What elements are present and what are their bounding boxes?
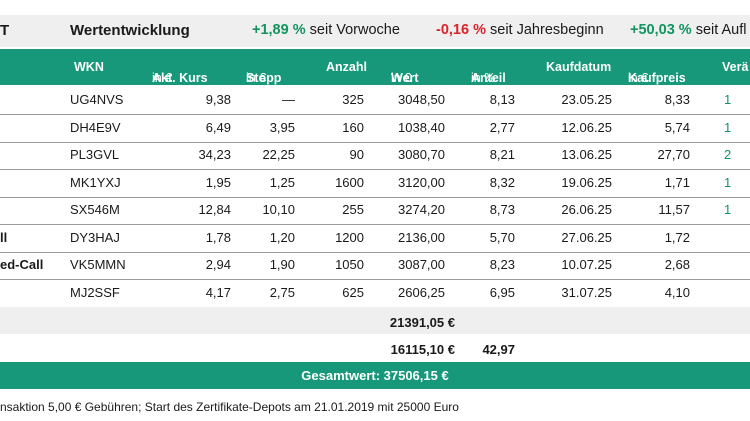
cell-preis: 8,33 xyxy=(664,92,690,107)
total-value: Gesamtwert: 37506,15 € xyxy=(301,368,449,383)
cell-wert: 1038,40 xyxy=(398,119,445,135)
cell-stopp: 1,90 xyxy=(269,257,295,272)
cell-anteil: 6,95 xyxy=(489,284,515,300)
cell-kurs: 9,38 xyxy=(205,92,231,107)
cell-anzahl: 1050 xyxy=(335,257,364,272)
cell-wkn: MK1YXJ xyxy=(70,174,121,190)
cell-anteil: 5,70 xyxy=(489,229,515,245)
footnote: nsaktion 5,00 € Gebühren; Start des Zert… xyxy=(0,400,459,414)
cell-datum: 10.07.25 xyxy=(561,257,612,272)
table-row: MK1YXJ 1,95 1,25 1600 3120,00 8,32 19.06.25 1,7… xyxy=(0,167,750,198)
cell-datum: 12.06.25 xyxy=(561,119,612,135)
cell-preis: 2,68 xyxy=(664,257,690,272)
cell-wert: 3087,00 xyxy=(398,257,445,272)
cell-anteil: 8,21 xyxy=(489,147,515,162)
cell-chg: 1 xyxy=(724,202,732,217)
cell-datum: 13.06.25 xyxy=(561,147,612,162)
performance-title: Wertentwicklung xyxy=(70,22,190,39)
cell-wkn: UG4NVS xyxy=(70,92,124,107)
cell-wkn: DH4E9V xyxy=(70,119,121,135)
cell-anteil: 2,77 xyxy=(489,119,515,135)
cell-stopp: 10,10 xyxy=(262,202,295,217)
cell-anteil: 8,73 xyxy=(489,202,515,217)
cell-wert: 3120,00 xyxy=(398,174,445,190)
cell-wkn: PL3GVL xyxy=(70,147,120,162)
cell-wert: 3274,20 xyxy=(398,202,445,217)
cell-wkn: DY3HAJ xyxy=(70,229,120,245)
table-row: SX546M 12,84 10,10 255 3274,20 8,73 26.06.25 11… xyxy=(0,194,750,225)
cell-anteil: 8,23 xyxy=(489,257,515,272)
cell-chg: 1 xyxy=(724,174,732,190)
table-header: WKN Akt. Kurs in € Stopp in € Anzahl Wer… xyxy=(0,49,750,85)
depot-title-fragment: T xyxy=(0,22,10,39)
cell-preis: 5,74 xyxy=(664,119,690,135)
perf-ytd: -0,16 % seit Jahresbeginn xyxy=(436,22,604,38)
cell-anzahl: 1600 xyxy=(335,174,364,190)
cell-chg: 2 xyxy=(724,147,732,162)
table-row: DH4E9V 6,49 3,95 160 1038,40 2,77 12.06.25 5,74… xyxy=(0,112,750,143)
cell-kurs: 1,78 xyxy=(205,229,231,245)
cell-anzahl: 325 xyxy=(342,92,364,107)
cell-wkn: VK5MMN xyxy=(70,257,126,272)
cell-anzahl: 625 xyxy=(342,284,364,300)
col-kaufdatum: Kaufdatum xyxy=(546,60,612,74)
cell-kurs: 34,23 xyxy=(198,147,231,162)
cell-datum: 23.05.25 xyxy=(561,92,612,107)
cell-wkn: MJ2SSF xyxy=(70,284,120,300)
cell-kurs: 12,84 xyxy=(198,202,231,217)
cell-datum: 31.07.25 xyxy=(561,284,612,300)
cell-stopp: 1,20 xyxy=(269,229,295,245)
cell-wert: 3080,70 xyxy=(398,147,445,162)
perf-inception: +50,03 % seit Aufl xyxy=(630,22,747,38)
cell-kurs: 2,94 xyxy=(205,257,231,272)
cell-datum: 27.06.25 xyxy=(561,229,612,245)
performance-bar: T Wertentwicklung +1,89 % seit Vorwoche … xyxy=(0,15,750,47)
cell-preis: 27,70 xyxy=(657,147,690,162)
cell-stopp: 22,25 xyxy=(262,147,295,162)
table-row: ll DY3HAJ 1,78 1,20 1200 2136,00 5,70 27.06.25 1… xyxy=(0,222,750,253)
cell-stopp: 3,95 xyxy=(269,119,295,135)
total-bar: Gesamtwert: 37506,15 € xyxy=(0,362,750,389)
cell-stopp: 2,75 xyxy=(269,284,295,300)
cell-preis: 1,72 xyxy=(664,229,690,245)
perf-week: +1,89 % seit Vorwoche xyxy=(252,22,400,38)
wert-sum: 21391,05 € xyxy=(389,315,455,330)
cell-anzahl: 255 xyxy=(342,202,364,217)
cash-value: 16115,10 € xyxy=(390,342,455,357)
cell-name: ll xyxy=(0,229,8,245)
cell-wkn: SX546M xyxy=(70,202,120,217)
cell-wert: 2136,00 xyxy=(398,229,445,245)
table-row: UG4NVS 9,38 — 325 3048,50 8,13 23.05.25 8,33 1 xyxy=(0,84,750,115)
cell-wert: 2606,25 xyxy=(398,284,445,300)
cell-kurs: 6,49 xyxy=(205,119,231,135)
cell-preis: 4,10 xyxy=(664,284,690,300)
cell-preis: 1,71 xyxy=(664,174,690,190)
cell-stopp: — xyxy=(282,92,295,107)
cell-chg: 1 xyxy=(724,119,732,135)
cell-kurs: 4,17 xyxy=(205,284,231,300)
cell-anteil: 8,32 xyxy=(489,174,515,190)
cell-anzahl: 1200 xyxy=(335,229,364,245)
col-veraenderung: Verä xyxy=(722,60,749,74)
cell-wert: 3048,50 xyxy=(398,92,445,107)
summary-row-cash: 16115,10 € 42,97 xyxy=(0,334,750,365)
cell-anzahl: 90 xyxy=(349,147,364,162)
cell-anzahl: 160 xyxy=(342,119,364,135)
cell-preis: 11,57 xyxy=(658,202,690,217)
cell-chg: 1 xyxy=(724,92,732,107)
col-wkn: WKN xyxy=(74,60,104,74)
cell-datum: 26.06.25 xyxy=(561,202,612,217)
cell-anteil: 8,13 xyxy=(489,92,515,107)
col-anzahl: Anzahl xyxy=(326,60,367,74)
table-row: MJ2SSF 4,17 2,75 625 2606,25 6,95 31.07.25 4,10 xyxy=(0,277,750,308)
cell-kurs: 1,95 xyxy=(205,174,231,190)
cell-datum: 19.06.25 xyxy=(561,174,612,190)
table-row: ed-Call VK5MMN 2,94 1,90 1050 3087,00 8,23 10.0… xyxy=(0,249,750,280)
cell-name: ed-Call xyxy=(0,257,44,272)
table-row: PL3GVL 34,23 22,25 90 3080,70 8,21 13.06.25 27,… xyxy=(0,139,750,170)
cell-stopp: 1,25 xyxy=(269,174,295,190)
cash-share: 42,97 xyxy=(482,342,515,357)
